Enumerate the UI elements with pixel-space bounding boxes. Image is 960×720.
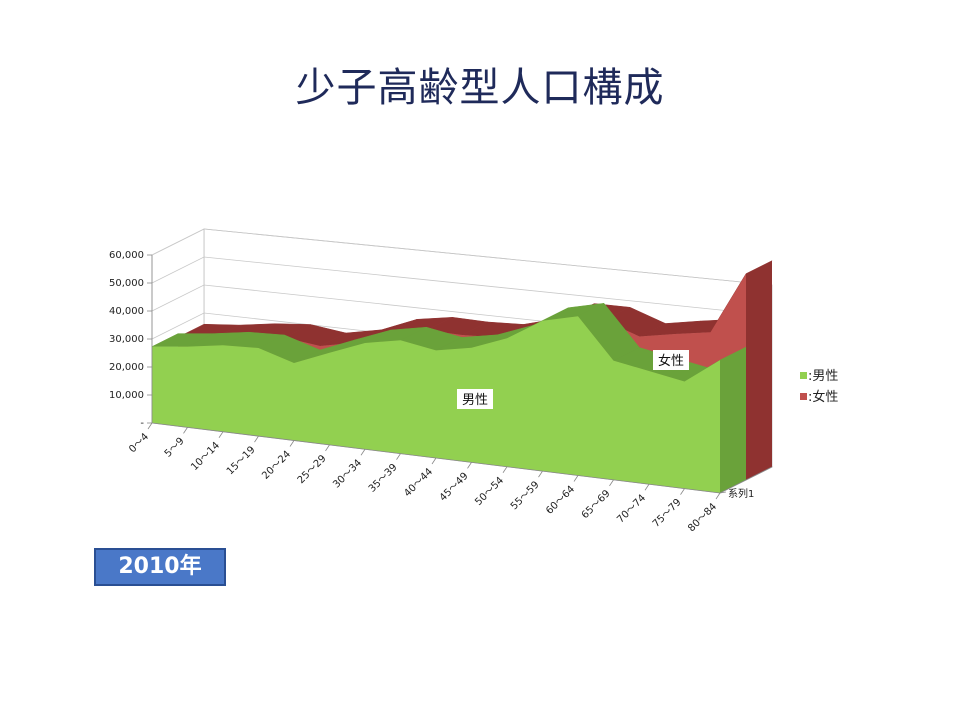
legend-label: :女性 (808, 389, 838, 405)
legend-swatch (800, 372, 807, 379)
year-badge: 2010年 (94, 548, 226, 586)
series-male-area (152, 316, 720, 493)
slide-title: 少子高齢型人口構成 (295, 65, 665, 111)
depth-tick (719, 491, 727, 494)
x-tick-label: 35～39 (367, 462, 400, 495)
series-male-end-cap (720, 347, 746, 493)
x-tick-label: 70～74 (615, 493, 648, 526)
x-tick-label: 5～9 (163, 436, 187, 460)
x-tick-label: 0～4 (127, 431, 151, 455)
depth-axis-label: 系列1 (728, 487, 754, 500)
y-tick-label: 10,000 (109, 390, 144, 401)
x-tick (183, 427, 188, 434)
x-tick-label: 55～59 (509, 479, 542, 512)
x-tick-label: 40～44 (402, 466, 435, 499)
x-tick (431, 457, 437, 465)
chart-series (151, 260, 773, 493)
legend-label: :男性 (808, 369, 838, 384)
x-tick-label: 45～49 (438, 471, 471, 504)
x-tick (325, 444, 330, 452)
x-tick (538, 470, 543, 478)
x-tick-label: 75～79 (651, 497, 684, 530)
x-tick (254, 435, 259, 443)
x-tick-label: 60～64 (544, 484, 577, 517)
y-tick-label: 30,000 (109, 334, 144, 345)
x-tick (467, 462, 472, 469)
x-tick-label: 50～54 (473, 475, 506, 508)
y-tick-label: 60,000 (109, 250, 144, 261)
x-axis-line (151, 422, 721, 494)
series-label-female: 女性 (658, 353, 684, 369)
gridline (151, 228, 773, 286)
series-female-end-cap (746, 260, 772, 480)
y-tick-label: 50,000 (109, 278, 144, 289)
legend-swatch (800, 393, 807, 400)
x-tick-label: 80～84 (686, 501, 719, 534)
gridline (151, 256, 773, 316)
chart-legend: :男性 :女性 (800, 369, 838, 405)
x-tick (573, 475, 579, 482)
x-tick (218, 431, 224, 438)
x-tick (609, 479, 614, 487)
y-tick-label: 20,000 (109, 362, 144, 373)
y-tick-label: 40,000 (109, 306, 144, 317)
x-tick (360, 449, 366, 456)
x-tick (147, 422, 153, 430)
series-label-male-box (457, 389, 493, 409)
x-tick-label: 25～29 (296, 453, 329, 486)
x-tick-label: 15～19 (225, 444, 258, 477)
x-tick (680, 488, 685, 495)
x-tick (644, 484, 650, 491)
x-tick-label: 65～69 (580, 488, 613, 521)
chart-data-labels: 男性 女性 (457, 350, 689, 409)
depth-axis-line (719, 466, 773, 494)
series-label-male: 男性 (462, 393, 488, 408)
x-tick-label: 20～24 (260, 449, 293, 482)
series-label-female-box (653, 350, 689, 370)
y-tick-label: - (140, 418, 144, 429)
x-tick (502, 466, 508, 473)
x-tick-label: 10～14 (189, 440, 222, 473)
x-tick-label: 30～34 (331, 458, 364, 491)
x-tick (289, 440, 295, 447)
x-tick (715, 492, 721, 500)
x-tick (396, 453, 401, 460)
